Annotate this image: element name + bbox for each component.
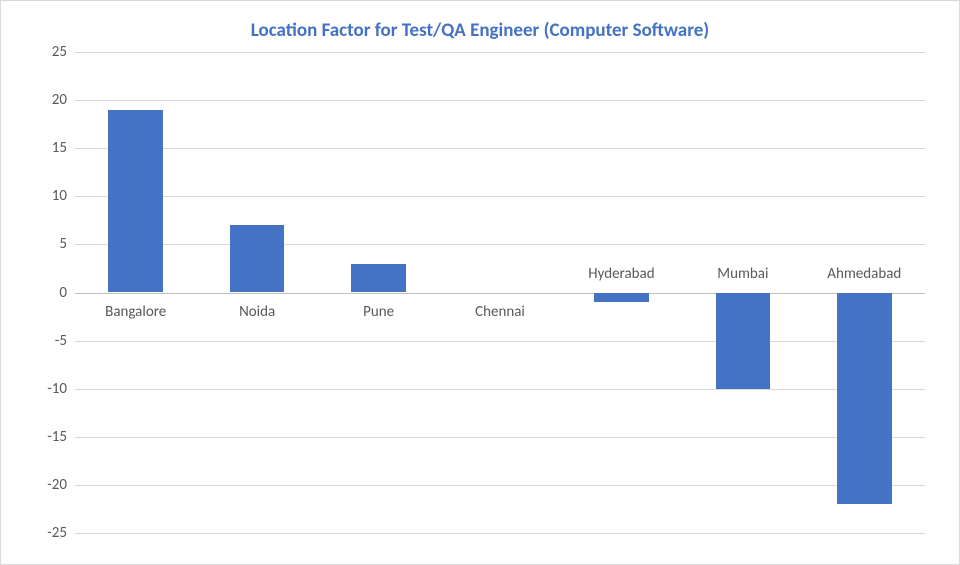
y-tick-label: 5	[59, 235, 75, 253]
gridline	[75, 389, 925, 390]
y-tick-label: -25	[47, 524, 75, 542]
x-category-label: Pune	[363, 303, 394, 321]
x-category-label: Noida	[239, 303, 275, 321]
bar	[230, 225, 285, 292]
bar	[108, 110, 163, 293]
y-tick-label: 20	[52, 91, 75, 109]
gridline	[75, 244, 925, 245]
x-category-label: Bangalore	[105, 303, 166, 321]
gridline	[75, 100, 925, 101]
gridline	[75, 437, 925, 438]
y-tick-label: -5	[55, 332, 75, 350]
gridline	[75, 148, 925, 149]
x-category-label: Chennai	[475, 303, 525, 321]
y-tick-label: -20	[47, 476, 75, 494]
y-tick-label: 15	[52, 139, 75, 157]
y-tick-label: 0	[59, 284, 75, 302]
plot-area: -25-20-15-10-50510152025BangaloreNoidaPu…	[25, 52, 935, 533]
gridline	[75, 196, 925, 197]
bar	[716, 293, 771, 389]
x-category-label: Ahmedabad	[827, 265, 901, 283]
gridline	[75, 341, 925, 342]
chart-title: Location Factor for Test/QA Engineer (Co…	[25, 19, 935, 42]
gridline	[75, 485, 925, 486]
y-tick-label: -10	[47, 380, 75, 398]
x-category-label: Hyderabad	[588, 265, 654, 283]
x-category-label: Mumbai	[717, 265, 768, 283]
bar	[594, 293, 649, 303]
y-tick-label: 25	[52, 43, 75, 61]
bar	[351, 264, 406, 293]
gridline	[75, 533, 925, 534]
bar	[837, 293, 892, 505]
y-tick-label: -15	[47, 428, 75, 446]
axis-zero-line	[75, 293, 925, 294]
gridline	[75, 52, 925, 53]
y-tick-label: 10	[52, 187, 75, 205]
chart-frame: Location Factor for Test/QA Engineer (Co…	[0, 0, 960, 565]
